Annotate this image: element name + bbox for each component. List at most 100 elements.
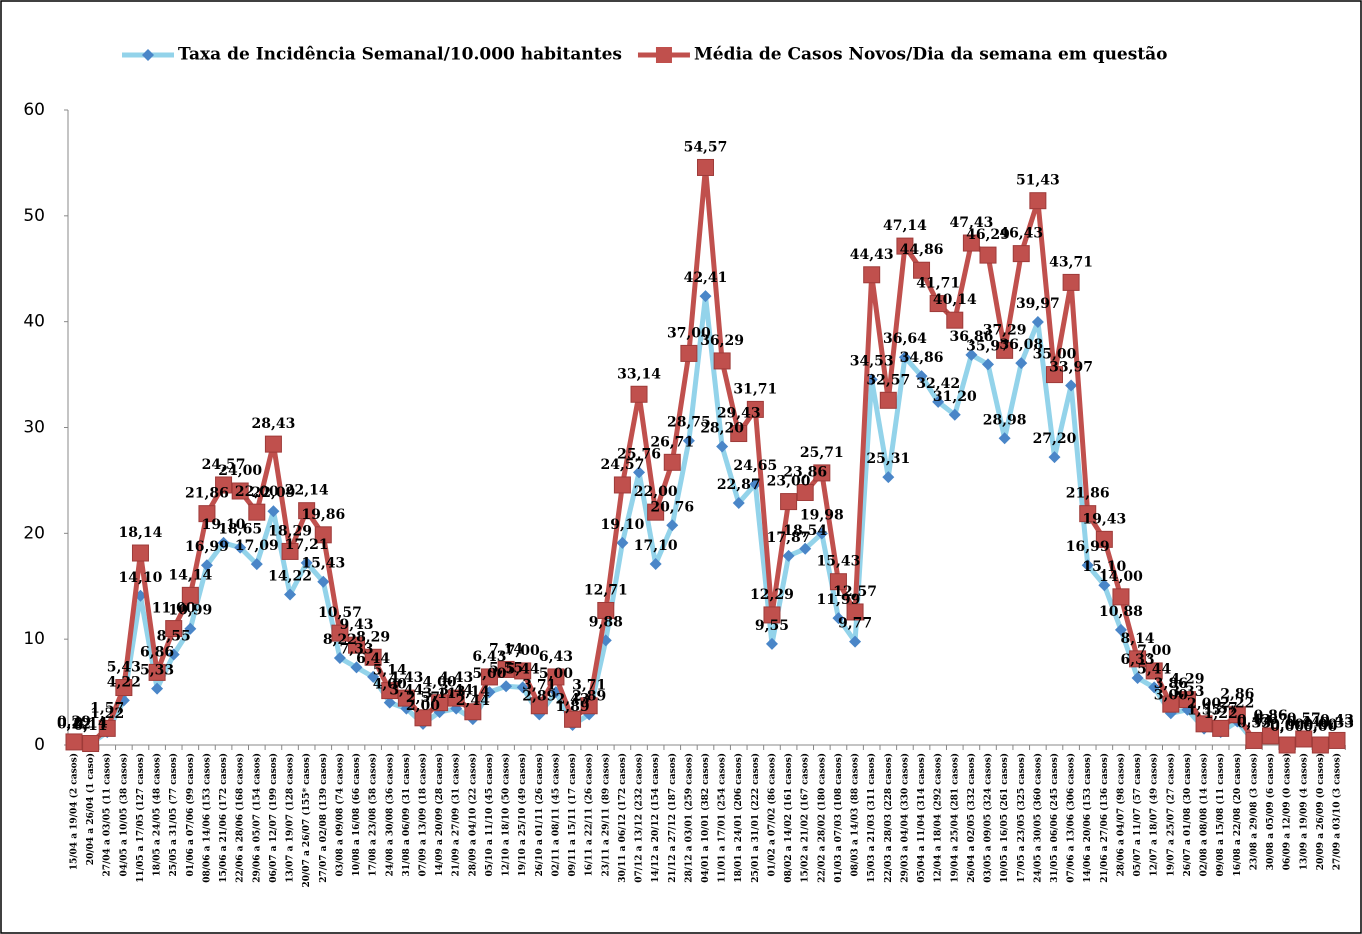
x-tick-label: 25/05 a 31/05 (77 casos) xyxy=(168,753,179,877)
data-point xyxy=(697,158,714,176)
data-label: 2,00 xyxy=(1187,696,1221,712)
data-point xyxy=(1195,715,1213,733)
data-label: 18,54 xyxy=(783,523,827,539)
data-label: 28,75 xyxy=(667,415,711,431)
data-label: 9,43 xyxy=(339,617,373,633)
data-point xyxy=(1095,530,1113,548)
data-label: 42,41 xyxy=(684,270,728,286)
data-label: 36,86 xyxy=(949,329,993,345)
data-label: 19,86 xyxy=(301,507,345,523)
data-label: 0,57 xyxy=(1287,711,1321,727)
data-label: 6,86 xyxy=(140,644,174,660)
data-label: 18,29 xyxy=(268,523,312,539)
data-point xyxy=(564,710,582,728)
x-tick-label: 09/11 a 15/11 (17 casos) xyxy=(567,753,578,877)
data-point xyxy=(215,476,233,494)
legend-marker xyxy=(655,47,672,63)
data-label: 7,14 xyxy=(489,641,523,657)
y-tick-label: 10 xyxy=(23,629,45,649)
data-label: 4,43 xyxy=(389,670,423,686)
data-label: 0,00 xyxy=(1270,717,1304,733)
data-point xyxy=(763,606,781,624)
data-label: 17,09 xyxy=(235,538,279,554)
data-point xyxy=(184,622,197,635)
data-label: 23,86 xyxy=(783,464,827,480)
data-point xyxy=(832,612,845,625)
data-label: 3,71 xyxy=(572,678,606,694)
data-label: 28,20 xyxy=(700,421,744,437)
data-label: 44,86 xyxy=(900,242,944,258)
data-label: 9,55 xyxy=(755,618,789,634)
data-point xyxy=(1015,357,1028,370)
y-tick-label: 50 xyxy=(23,206,45,226)
data-point xyxy=(264,435,282,453)
x-tick-label: 14/12 a 20/12 (154 casos) xyxy=(650,753,661,883)
data-point xyxy=(364,648,382,666)
x-tick-label: 19/07 a 25/07 (27 casos) xyxy=(1165,753,1176,877)
x-tick-label: 01/03 a 07/03 (108 casos) xyxy=(833,753,844,883)
data-point xyxy=(267,505,280,518)
x-tick-label: 13/07 a 19/07 (128 casos) xyxy=(285,753,296,883)
x-tick-label: 15/02 a 21/02 (167 casos) xyxy=(800,753,811,883)
data-label: 4,22 xyxy=(107,674,141,690)
data-label: 1,55 xyxy=(1187,703,1221,719)
x-tick-label: 17/08 a 23/08 (58 casos) xyxy=(368,753,379,877)
x-tick-label: 26/10 a 01/11 (26 casos) xyxy=(534,753,545,877)
data-label: 3,44 xyxy=(439,683,473,699)
x-tick-label: 26/04 a 02/05 (332 casos) xyxy=(966,753,977,883)
legend-label: Média de Casos Novos/Dia da semana em qu… xyxy=(694,45,1168,65)
data-point xyxy=(782,549,795,562)
data-point xyxy=(998,432,1011,445)
y-tick-label: 20 xyxy=(23,523,45,543)
data-label: 25,71 xyxy=(800,445,844,461)
data-point xyxy=(480,668,498,686)
data-point xyxy=(151,682,164,695)
data-label: 6,43 xyxy=(539,649,573,665)
data-point xyxy=(281,542,299,560)
data-label: 39,97 xyxy=(1016,296,1060,312)
data-point xyxy=(633,466,646,479)
data-label: 35,00 xyxy=(1033,347,1077,363)
x-tick-label: 08/02 a 14/02 (161 casos) xyxy=(783,753,794,883)
x-tick-label: 03/05 a 09/05 (324 casos) xyxy=(983,753,994,883)
data-label: 5,00 xyxy=(539,666,573,682)
data-label: 46,43 xyxy=(999,226,1043,242)
data-label: 0,14 xyxy=(74,716,108,732)
data-label: 5,00 xyxy=(472,666,506,682)
data-label: 37,29 xyxy=(983,322,1027,338)
x-tick-label: 10/08 a 16/08 (66 casos) xyxy=(351,753,362,877)
data-point xyxy=(367,670,380,683)
data-label: 0,33 xyxy=(1320,716,1354,732)
data-point xyxy=(115,679,133,697)
data-point xyxy=(666,519,679,532)
data-label: 32,42 xyxy=(916,376,960,392)
data-label: 14,00 xyxy=(1099,569,1143,585)
data-point xyxy=(1031,315,1044,328)
data-point xyxy=(1062,273,1080,291)
x-tick-label: 09/08 a 15/08 (11 casos) xyxy=(1215,753,1226,877)
data-point xyxy=(431,694,449,712)
data-label: 19,43 xyxy=(1082,511,1126,527)
x-tick-label: 16/08 a 22/08 (20 casos) xyxy=(1232,753,1243,877)
data-point xyxy=(829,573,847,591)
data-label: 2,22 xyxy=(1220,696,1254,712)
data-label: 10,88 xyxy=(1099,604,1143,620)
x-tick-label: 21/09 a 27/09 (31 casos) xyxy=(451,753,462,877)
data-label: 47,43 xyxy=(949,215,993,231)
data-point xyxy=(699,290,712,303)
x-tick-label: 11/01 a 17/01 (254 casos) xyxy=(717,753,728,883)
data-point xyxy=(298,502,316,520)
data-point xyxy=(514,662,532,680)
data-label: 34,86 xyxy=(900,350,944,366)
data-label: 4,00 xyxy=(373,677,407,693)
x-tick-label: 14/06 a 20/06 (153 casos) xyxy=(1082,753,1093,883)
data-point xyxy=(447,689,465,707)
data-point xyxy=(879,391,897,409)
x-tick-label: 15/04 a 19/04 (2 casos) xyxy=(69,753,80,870)
data-label: 1,89 xyxy=(555,699,589,715)
data-point xyxy=(1245,731,1263,749)
x-tick-label: 15/06 a 21/06 (172 casos) xyxy=(218,753,229,883)
data-point xyxy=(649,558,662,571)
data-label: 3,00 xyxy=(1154,687,1188,703)
data-label: 5,33 xyxy=(140,663,174,679)
